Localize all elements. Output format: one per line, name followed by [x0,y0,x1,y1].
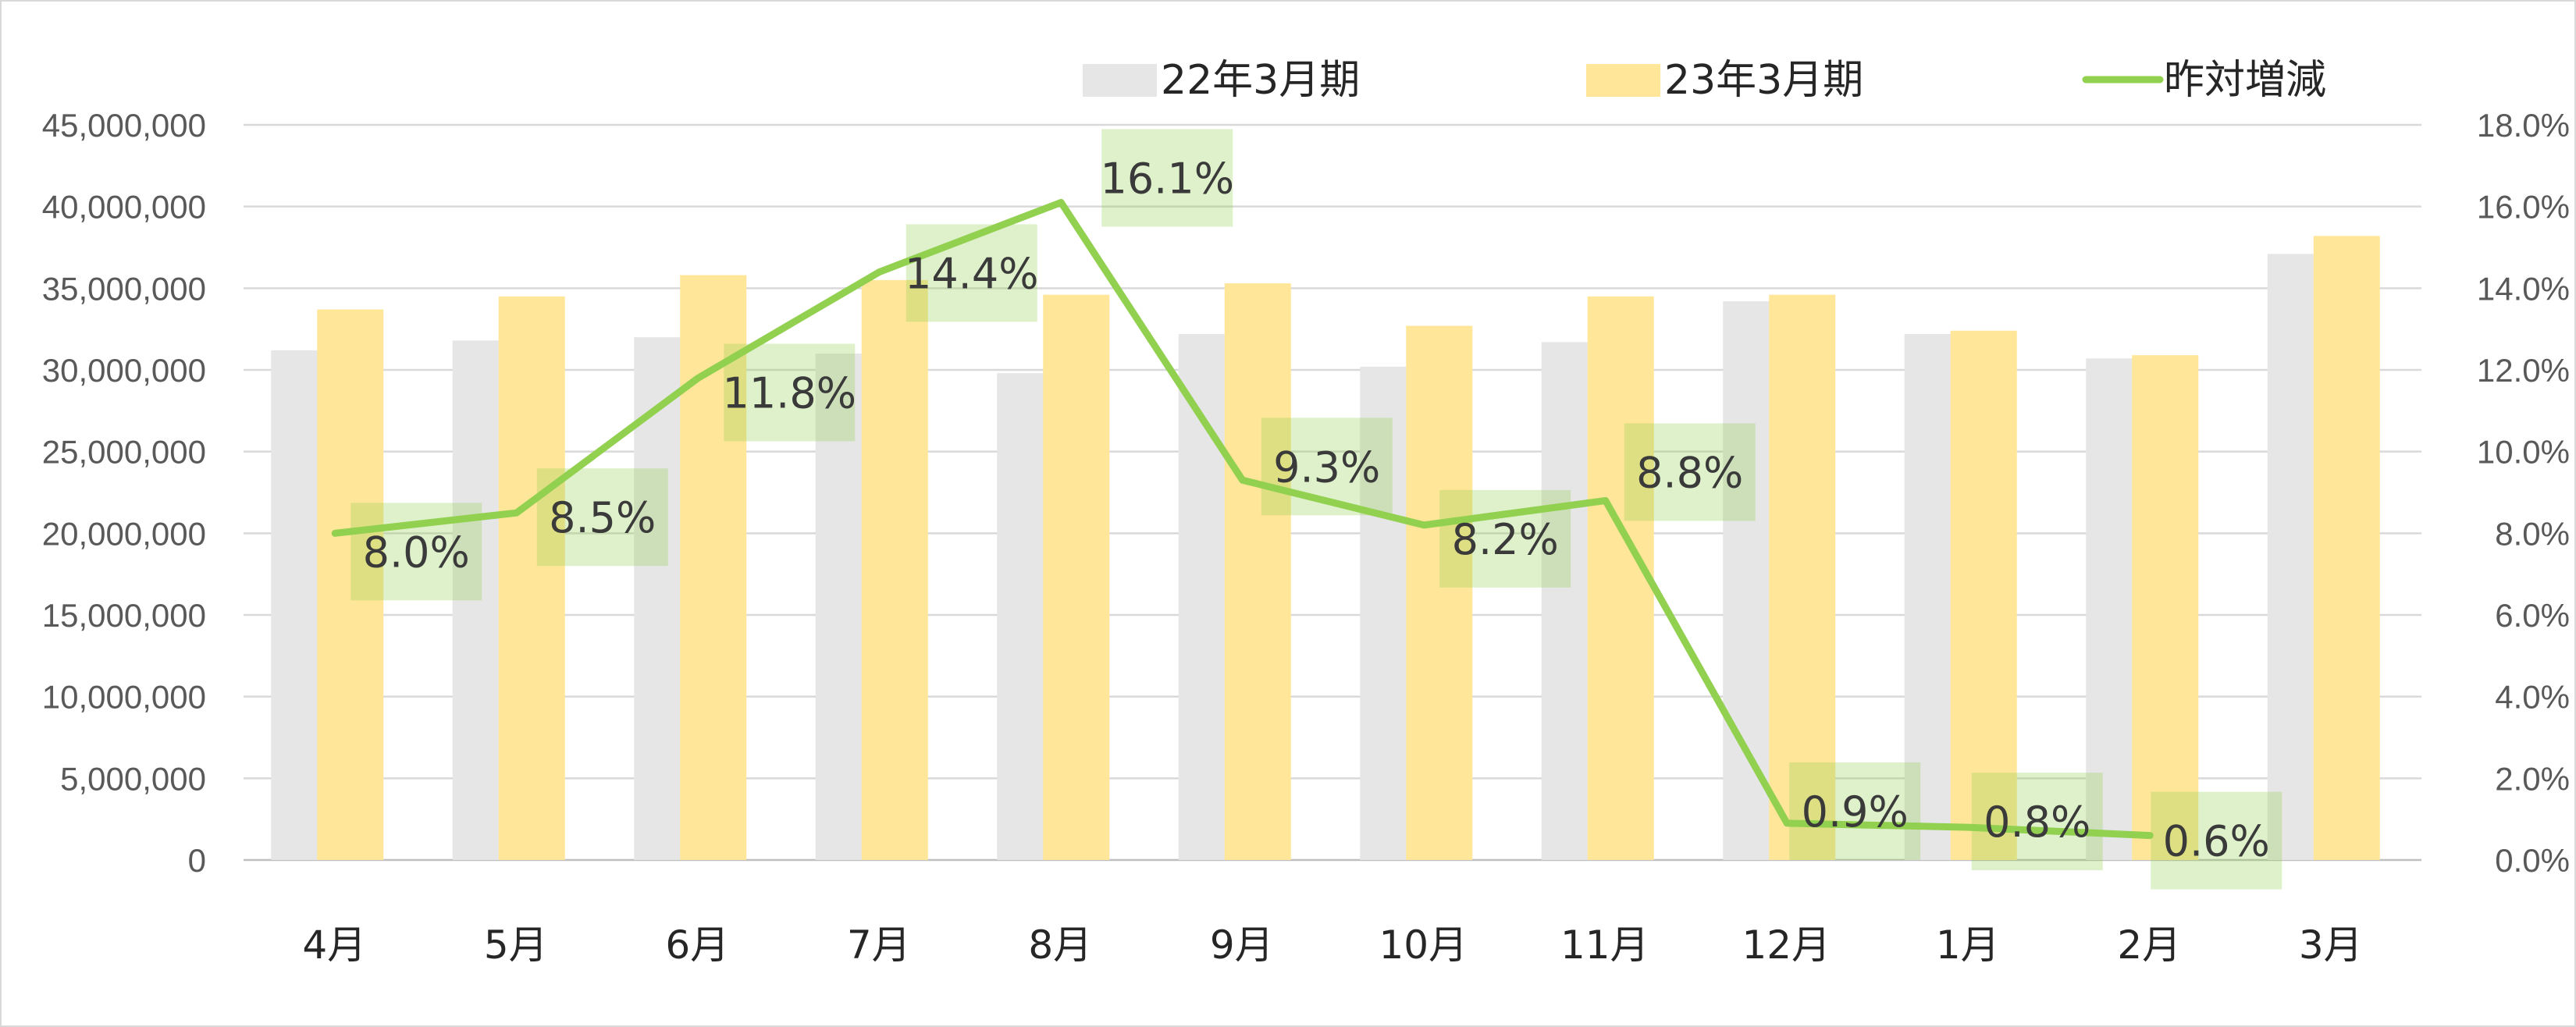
x-category-label: 5月 [484,922,548,968]
y-right-tick-label: 0.0% [2495,842,2570,879]
data-label: 0.8% [1984,798,2090,847]
y-right-tick-label: 14.0% [2477,270,2570,307]
y-right-tick-label: 10.0% [2477,434,2570,471]
legend: 22年3月期 23年3月期 昨対増減 [1083,57,2326,104]
y-left-tick-label: 40,000,000 [42,189,206,226]
bar-fy23 [2314,236,2380,860]
bar-fy23 [862,280,928,860]
data-label: 0.9% [1802,787,1909,837]
data-label: 9.3% [1273,442,1380,492]
y-right-tick-label: 16.0% [2477,189,2570,226]
y-left-tick-label: 45,000,000 [42,107,206,144]
bar-fy23 [2132,355,2198,860]
data-label: 8.0% [363,528,470,577]
y-left-tick-label: 15,000,000 [42,597,206,634]
y-right-tick-label: 18.0% [2477,107,2570,144]
x-category-label: 1月 [1936,922,2000,968]
x-category-label: 6月 [665,922,729,968]
data-label: 8.2% [1452,515,1559,564]
y-left-tick-label: 10,000,000 [42,679,206,716]
data-label: 0.6% [2163,817,2270,866]
legend-label: 23年3月期 [1664,57,1863,104]
x-category-label: 9月 [1210,922,1274,968]
y-right-tick-label: 8.0% [2495,515,2570,552]
x-category-label: 7月 [847,922,911,968]
y-left-tick-label: 20,000,000 [42,515,206,552]
x-category-label: 12月 [1742,922,1831,968]
legend-label: 昨対増減 [2164,57,2326,104]
x-category-label: 8月 [1028,922,1092,968]
data-label: 16.1% [1100,154,1234,203]
bar-fy23 [1588,297,1654,860]
y-left-tick-label: 5,000,000 [60,760,206,797]
y-right-tick-label: 4.0% [2495,679,2570,716]
legend-swatch [1586,64,1660,97]
data-label: 8.5% [549,493,656,542]
y-left-tick-label: 30,000,000 [42,352,206,389]
y-left-tick-label: 25,000,000 [42,434,206,471]
y-right-tick-label: 2.0% [2495,760,2570,797]
x-category-label: 3月 [2299,922,2363,968]
bar-fy23 [1225,283,1291,860]
x-category-label: 4月 [302,922,366,968]
y-right-tick-label: 12.0% [2477,352,2570,389]
bar-fy23 [499,297,565,860]
y-right-tick-label: 6.0% [2495,597,2570,634]
data-label: 11.8% [722,368,856,418]
x-category-label: 2月 [2117,922,2181,968]
y-left-tick-label: 0 [188,842,206,879]
bar-fy23 [1406,325,1472,860]
legend-label: 22年3月期 [1161,57,1360,104]
y-left-tick-label: 35,000,000 [42,270,206,307]
x-category-label: 11月 [1560,922,1649,968]
legend-swatch [1083,64,1157,97]
bar-fy23 [1043,295,1109,860]
data-label: 14.4% [905,249,1039,298]
x-category-label: 10月 [1379,922,1468,968]
data-label: 8.8% [1636,448,1743,497]
